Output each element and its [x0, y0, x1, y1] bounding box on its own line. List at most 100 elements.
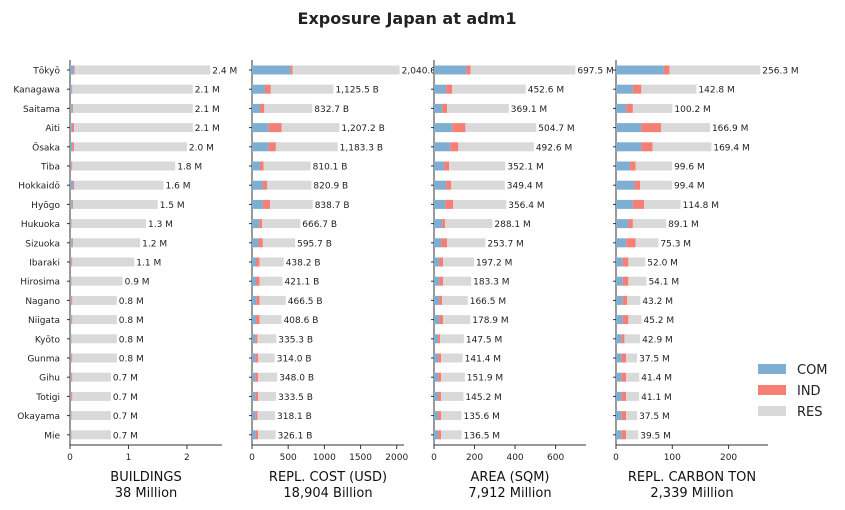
bar-res-4 — [661, 123, 710, 133]
bar-ind-8 — [445, 199, 454, 209]
bar-res-17 — [258, 372, 278, 382]
data-label: 352.1 M — [507, 163, 543, 173]
bar-res-10 — [262, 238, 296, 248]
bar-res-2 — [270, 84, 334, 94]
bar-com-9 — [616, 219, 629, 229]
bar-ind-14 — [71, 315, 73, 325]
bar-ind-4 — [268, 123, 282, 133]
data-label: 99.6 M — [674, 163, 705, 173]
data-label: 0.8 M — [119, 335, 144, 345]
bar-ind-19 — [621, 411, 627, 421]
data-label: 89.1 M — [668, 220, 699, 230]
bar-com-10 — [434, 238, 442, 248]
bar-ind-10 — [258, 238, 263, 248]
bar-res-14 — [259, 315, 282, 325]
bar-res-15 — [624, 334, 641, 344]
data-label: 335.3 B — [278, 335, 313, 345]
bar-ind-15 — [71, 334, 72, 344]
bar-ind-14 — [439, 315, 444, 325]
category-label: Kyōto — [35, 335, 61, 345]
data-label: 0.8 M — [119, 297, 144, 307]
bar-ind-6 — [444, 161, 450, 171]
bar-com-18 — [252, 391, 256, 401]
bar-com-16 — [252, 353, 256, 363]
data-label: 452.6 M — [528, 86, 564, 96]
bar-res-16 — [626, 353, 638, 363]
data-label: 43.2 M — [642, 297, 673, 307]
x-tick-label: 200 — [720, 453, 737, 463]
chart-panels: 0 1 2 Tōkyō 2.4 M Kanagawa 2.1 M Saitama 2.1 M Ai… — [13, 60, 799, 501]
bar-com-14 — [434, 315, 440, 325]
category-label: Niigata — [28, 316, 60, 326]
bar-com-7 — [70, 180, 73, 190]
bar-ind-13 — [439, 295, 443, 305]
data-label: 1.1 M — [136, 259, 161, 269]
category-label: Hirosima — [20, 278, 60, 288]
bar-com-2 — [252, 84, 266, 94]
legend-label-com: COM — [797, 363, 828, 378]
category-label: Tiba — [40, 163, 60, 173]
bar-ind-11 — [439, 257, 444, 267]
bar-com-19 — [70, 411, 72, 421]
data-label: 356.4 M — [508, 201, 544, 211]
bar-com-9 — [434, 219, 443, 229]
bar-res-18 — [626, 391, 640, 401]
bar-ind-7 — [634, 180, 641, 190]
bar-com-20 — [70, 430, 72, 440]
bar-res-8 — [453, 199, 507, 209]
bar-com-20 — [434, 430, 439, 440]
bar-com-10 — [252, 238, 259, 248]
category-label: Gihu — [39, 374, 60, 384]
bar-res-1 — [74, 65, 211, 75]
bar-com-3 — [252, 103, 260, 113]
bar-com-9 — [70, 219, 72, 229]
data-label: 0.7 M — [113, 393, 138, 403]
bar-ind-9 — [628, 219, 633, 229]
bar-com-12 — [252, 276, 256, 286]
bar-com-11 — [434, 257, 440, 267]
bar-com-8 — [252, 199, 263, 209]
bar-com-13 — [70, 295, 72, 305]
bar-ind-2 — [632, 84, 642, 94]
x-tick-label: 500 — [280, 453, 297, 463]
category-label: Gunma — [27, 355, 60, 365]
bar-com-11 — [252, 257, 256, 267]
bar-com-1 — [616, 65, 664, 75]
bar-res-12 — [71, 276, 123, 286]
data-label: 421.1 B — [284, 278, 319, 288]
bar-com-6 — [616, 161, 631, 171]
data-label: 52.0 M — [647, 259, 678, 269]
bar-com-3 — [616, 103, 627, 113]
category-label: Hyōgo — [31, 201, 60, 211]
data-label: 45.2 M — [643, 316, 674, 326]
data-label: 0.8 M — [119, 316, 144, 326]
bar-ind-10 — [626, 238, 636, 248]
bar-com-7 — [434, 180, 447, 190]
bar-com-8 — [434, 199, 446, 209]
data-label: 114.8 M — [683, 201, 719, 211]
bar-ind-13 — [71, 295, 73, 305]
bar-com-6 — [252, 161, 260, 171]
bar-ind-1 — [663, 65, 670, 75]
bar-ind-20 — [255, 430, 259, 440]
bar-ind-17 — [438, 372, 442, 382]
bar-ind-7 — [262, 180, 268, 190]
bar-com-16 — [616, 353, 622, 363]
bar-res-12 — [628, 276, 647, 286]
x-axis-total: 18,904 Billion — [283, 486, 372, 501]
panel-2: 0 500 1000 1500 2000 2,040.0 B 1,125.5 B 832.7 … — [249, 60, 445, 501]
data-label: 326.1 B — [278, 431, 313, 441]
bar-com-18 — [616, 391, 622, 401]
bar-ind-20 — [438, 430, 442, 440]
bar-res-4 — [281, 123, 340, 133]
bar-res-4 — [74, 123, 193, 133]
bar-ind-8 — [632, 199, 645, 209]
data-label: 169.4 M — [713, 143, 749, 153]
bar-res-12 — [443, 276, 472, 286]
bar-com-1 — [434, 65, 467, 75]
bar-res-11 — [259, 257, 284, 267]
data-label: 42.9 M — [642, 335, 673, 345]
bar-ind-18 — [71, 391, 73, 401]
bar-ind-9 — [442, 219, 446, 229]
bar-com-20 — [616, 430, 622, 440]
